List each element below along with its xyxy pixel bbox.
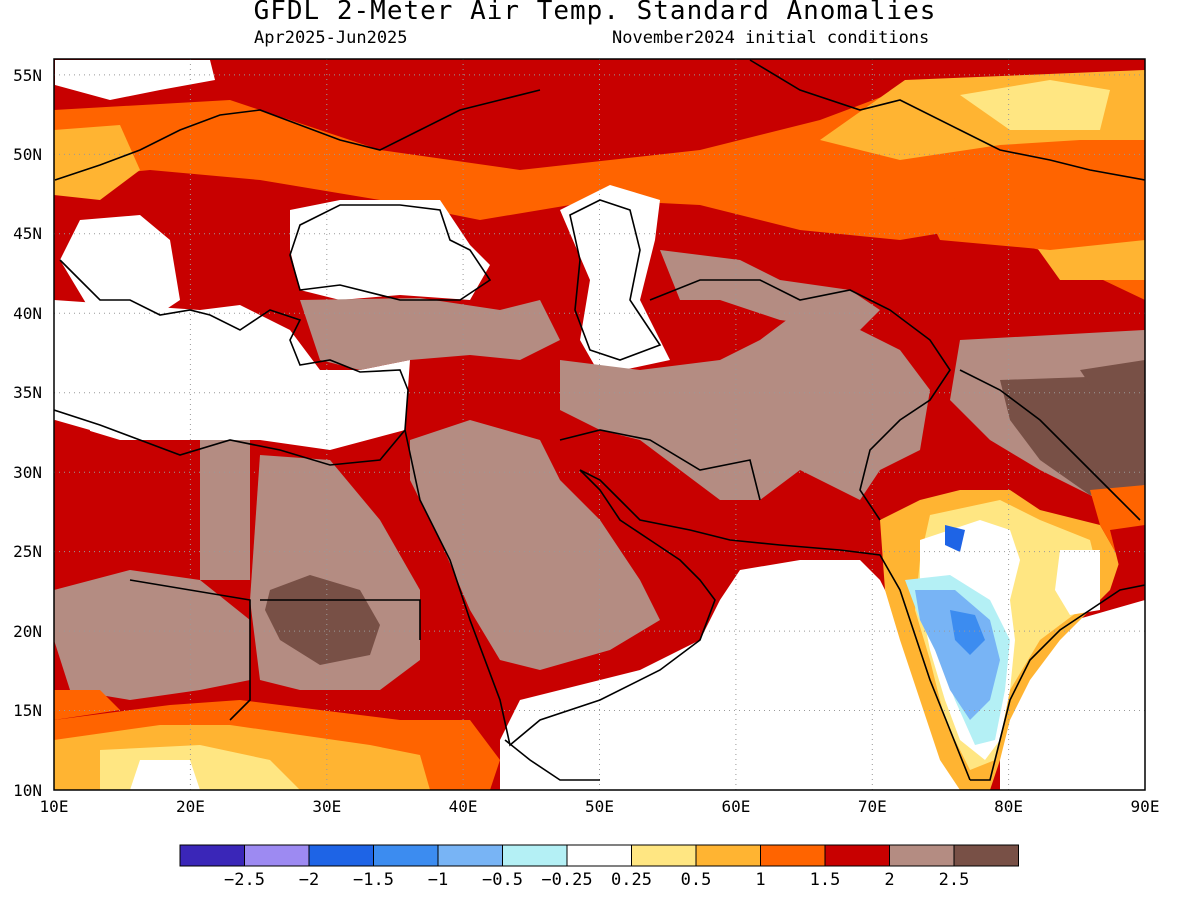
y-tick-label: 10N — [13, 781, 42, 800]
x-tick-label: 90E — [1131, 797, 1160, 816]
legend-swatch — [953, 844, 1019, 867]
lon-gridlines — [189, 59, 1010, 790]
legend-label: −2 — [299, 870, 319, 890]
y-tick-labels: 10N 15N 20N 25N 30N 35N 40N 45N 50N 55N — [13, 66, 42, 800]
y-tick-label: 35N — [13, 383, 42, 402]
legend-label: 0.25 — [611, 870, 652, 890]
x-tick-label: 40E — [449, 797, 478, 816]
legend-label: 1 — [755, 870, 765, 890]
x-tick-label: 50E — [585, 797, 614, 816]
legend-swatch — [889, 844, 955, 867]
x-tick-label: 70E — [858, 797, 887, 816]
legend-label: 2 — [884, 870, 894, 890]
y-tick-label: 15N — [13, 701, 42, 720]
x-tick-label: 60E — [721, 797, 750, 816]
y-tick-label: 45N — [13, 224, 42, 243]
x-tick-label: 80E — [994, 797, 1023, 816]
legend-label: −1.5 — [353, 870, 394, 890]
legend-label: −2.5 — [224, 870, 265, 890]
x-tick-labels: 10E 20E 30E 40E 50E 60E 70E 80E 90E — [40, 797, 1160, 816]
legend-swatch — [824, 844, 890, 867]
y-tick-label: 40N — [13, 304, 42, 323]
forecast-period: Apr2025-Jun2025 — [254, 28, 408, 48]
y-tick-label: 50N — [13, 145, 42, 164]
legend-swatch — [502, 844, 568, 867]
map-frame — [53, 58, 1146, 791]
legend-label: −0.25 — [541, 870, 592, 890]
color-legend: −2.5 −2 −1.5 −1 −0.5 −0.25 0.25 0.5 1 1.5 2 2.5 — [179, 844, 1019, 890]
legend-swatch — [437, 844, 503, 867]
legend-swatch — [760, 844, 826, 867]
initial-conditions: November2024 initial conditions — [612, 28, 930, 48]
legend-label: 0.5 — [681, 870, 712, 890]
y-tick-label: 20N — [13, 622, 42, 641]
legend-swatch — [373, 844, 439, 867]
legend-label: −0.5 — [482, 870, 523, 890]
legend-swatch — [308, 844, 374, 867]
legend-label: −1 — [428, 870, 448, 890]
legend-swatch — [695, 844, 761, 867]
legend-swatch — [244, 844, 310, 867]
y-tick-label: 25N — [13, 542, 42, 561]
coastlines — [54, 59, 1145, 781]
map-title: GFDL 2-Meter Air Temp. Standard Anomalie… — [253, 0, 937, 26]
legend-swatch — [566, 844, 632, 867]
y-tick-label: 30N — [13, 463, 42, 482]
x-tick-label: 30E — [312, 797, 341, 816]
legend-swatch — [179, 844, 245, 867]
lat-gridlines — [54, 74, 1145, 711]
legend-swatch — [631, 844, 697, 867]
x-tick-label: 20E — [176, 797, 205, 816]
x-tick-label: 10E — [40, 797, 69, 816]
legend-label: 2.5 — [939, 870, 970, 890]
legend-label: 1.5 — [810, 870, 841, 890]
y-tick-label: 55N — [13, 66, 42, 85]
